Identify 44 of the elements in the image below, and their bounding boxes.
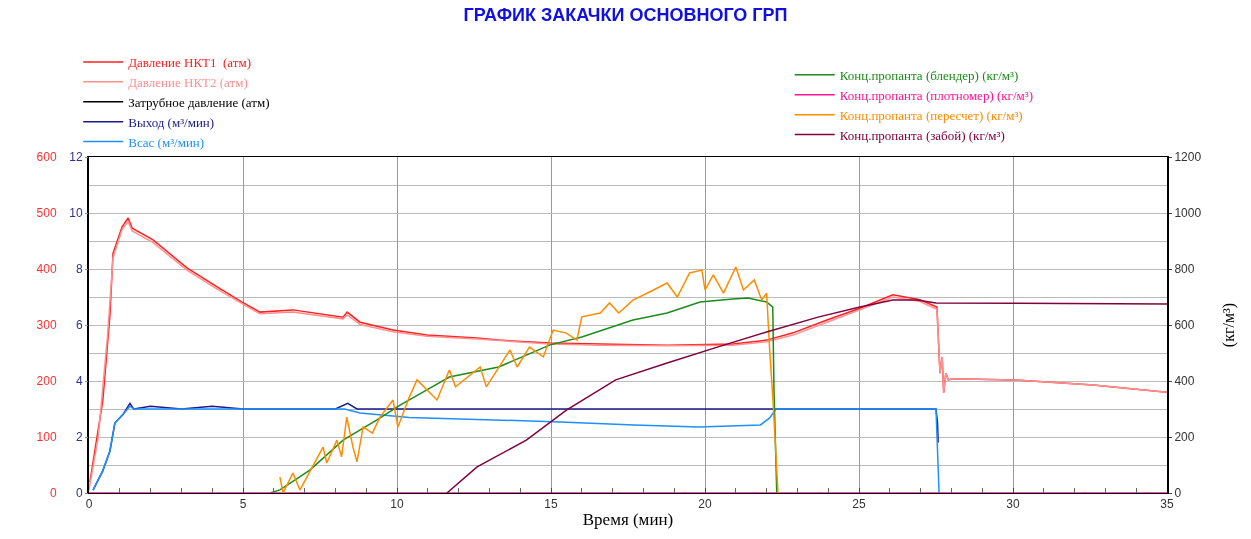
y-tick-label: 300 — [36, 318, 57, 333]
legend-label: Затрубное давление (атм) — [128, 94, 270, 110]
y-tick-label: 600 — [36, 150, 57, 165]
y2-tick-label: 10 — [69, 206, 83, 221]
y3-axis-title: (кг/м³) — [1219, 302, 1238, 348]
x-tick-label: 30 — [1006, 497, 1020, 512]
y3-tick-label: 200 — [1174, 430, 1195, 445]
y3-tick-label: 1200 — [1174, 150, 1202, 165]
legend-label: Конц.пропанта (пересчет) (кг/м³) — [839, 107, 1023, 123]
y2-tick-label: 2 — [75, 430, 83, 445]
legend-label: Конц.пропанта (забой) (кг/м³) — [839, 127, 1005, 143]
line-series — [269, 297, 778, 493]
legend-label: Давление НКТ2 (атм) — [128, 74, 248, 90]
legend-label: Всас (м³/мин) — [128, 134, 205, 150]
legend-label: Конц.пропанта (блендер) (кг/м³) — [839, 67, 1019, 83]
legend-label: Конц.пропанта (плотномер) (кг/м³) — [839, 87, 1034, 103]
line-series — [279, 266, 779, 493]
y2-tick-label: 4 — [75, 374, 83, 389]
x-tick-label: 5 — [239, 497, 247, 512]
line-series — [446, 299, 1167, 493]
x-tick-label: 0 — [85, 497, 93, 512]
chart-title: ГРАФИК ЗАКАЧКИ ОСНОВНОГО ГРП — [463, 4, 788, 25]
x-tick-label: 10 — [390, 497, 404, 512]
y3-tick-label: 0 — [1174, 486, 1182, 501]
x-tick-label: 20 — [698, 497, 712, 512]
y-tick-label: 500 — [36, 206, 57, 221]
x-tick-label: 25 — [852, 497, 866, 512]
y-tick-label: 0 — [49, 486, 57, 501]
y-tick-label: 100 — [36, 430, 57, 445]
y2-tick-label: 8 — [75, 262, 83, 277]
y3-tick-label: 800 — [1174, 262, 1195, 277]
y3-tick-label: 600 — [1174, 318, 1195, 333]
y2-tick-label: 12 — [69, 150, 83, 165]
y2-tick-label: 6 — [75, 318, 83, 333]
y-tick-label: 400 — [36, 262, 57, 277]
legend-label: Давление НКТ1 (атм) — [128, 55, 252, 71]
y3-tick-label: 1000 — [1174, 206, 1202, 221]
x-tick-label: 15 — [544, 497, 558, 512]
y-tick-label: 200 — [36, 374, 57, 389]
x-axis-title: Время (мин) — [582, 509, 674, 529]
y2-tick-label: 0 — [75, 486, 83, 501]
y3-tick-label: 400 — [1174, 374, 1195, 389]
legend-label: Выход (м³/мин) — [128, 114, 215, 130]
x-tick-label: 35 — [1160, 497, 1174, 512]
